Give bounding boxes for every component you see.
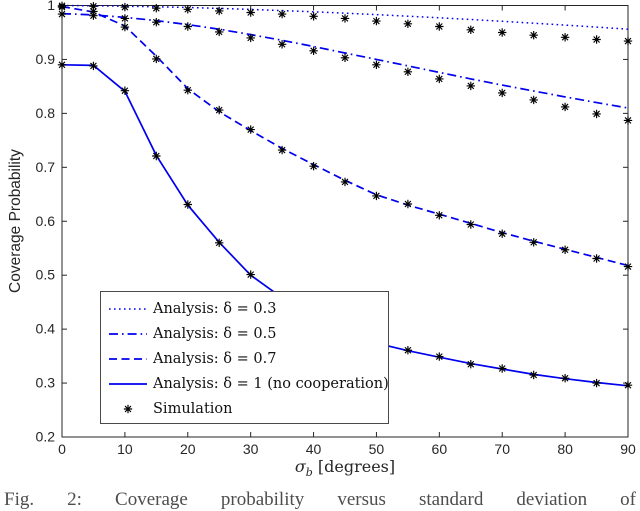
svg-text:0.7: 0.7 xyxy=(36,159,56,175)
svg-text:0.9: 0.9 xyxy=(36,51,56,67)
legend-item-label: Analysis: δ = 0.7 xyxy=(153,350,277,367)
legend-line-dotted xyxy=(107,300,153,318)
svg-text:0: 0 xyxy=(58,441,66,457)
svg-text:90: 90 xyxy=(620,441,636,457)
svg-text:0.2: 0.2 xyxy=(36,429,56,445)
sigma-subscript: b xyxy=(305,466,313,480)
legend-item: Analysis: δ = 0.3 xyxy=(107,296,388,321)
figure-caption: Fig. 2: Coverage probability versus stan… xyxy=(4,489,636,510)
svg-text:0.6: 0.6 xyxy=(36,213,56,229)
svg-text:70: 70 xyxy=(494,441,510,457)
legend-line-dashed xyxy=(107,350,153,368)
legend-line-dashdot xyxy=(107,325,153,343)
svg-text:60: 60 xyxy=(432,441,448,457)
legend-item: Analysis: δ = 0.7 xyxy=(107,346,388,371)
svg-text:0.4: 0.4 xyxy=(36,321,56,337)
svg-text:0.3: 0.3 xyxy=(36,375,56,391)
y-axis-label: Coverage Probability xyxy=(7,149,24,293)
legend: Analysis: δ = 0.3 Analysis: δ = 0.5 Anal… xyxy=(100,291,389,424)
legend-item: Analysis: δ = 1 (no cooperation) xyxy=(107,371,389,396)
legend-item-label: Analysis: δ = 0.3 xyxy=(153,300,277,317)
svg-text:40: 40 xyxy=(306,441,322,457)
svg-text:10: 10 xyxy=(117,441,133,457)
legend-line-solid xyxy=(107,375,153,393)
legend-item-label: Analysis: δ = 1 (no cooperation) xyxy=(153,375,389,392)
svg-text:1: 1 xyxy=(47,0,55,13)
svg-text:80: 80 xyxy=(557,441,573,457)
svg-text:0.8: 0.8 xyxy=(36,105,56,121)
svg-text:30: 30 xyxy=(243,441,259,457)
x-axis-unit: [degrees] xyxy=(312,457,396,476)
svg-text:20: 20 xyxy=(180,441,196,457)
sigma-symbol: σ xyxy=(294,457,306,476)
x-axis-label: σb [degrees] xyxy=(62,457,628,479)
legend-item: Simulation xyxy=(107,396,388,421)
svg-text:50: 50 xyxy=(369,441,385,457)
legend-marker-asterisk xyxy=(107,400,153,418)
legend-item-label: Simulation xyxy=(153,400,233,417)
svg-text:0.5: 0.5 xyxy=(36,267,56,283)
legend-item: Analysis: δ = 0.5 xyxy=(107,321,388,346)
legend-item-label: Analysis: δ = 0.5 xyxy=(153,325,277,342)
